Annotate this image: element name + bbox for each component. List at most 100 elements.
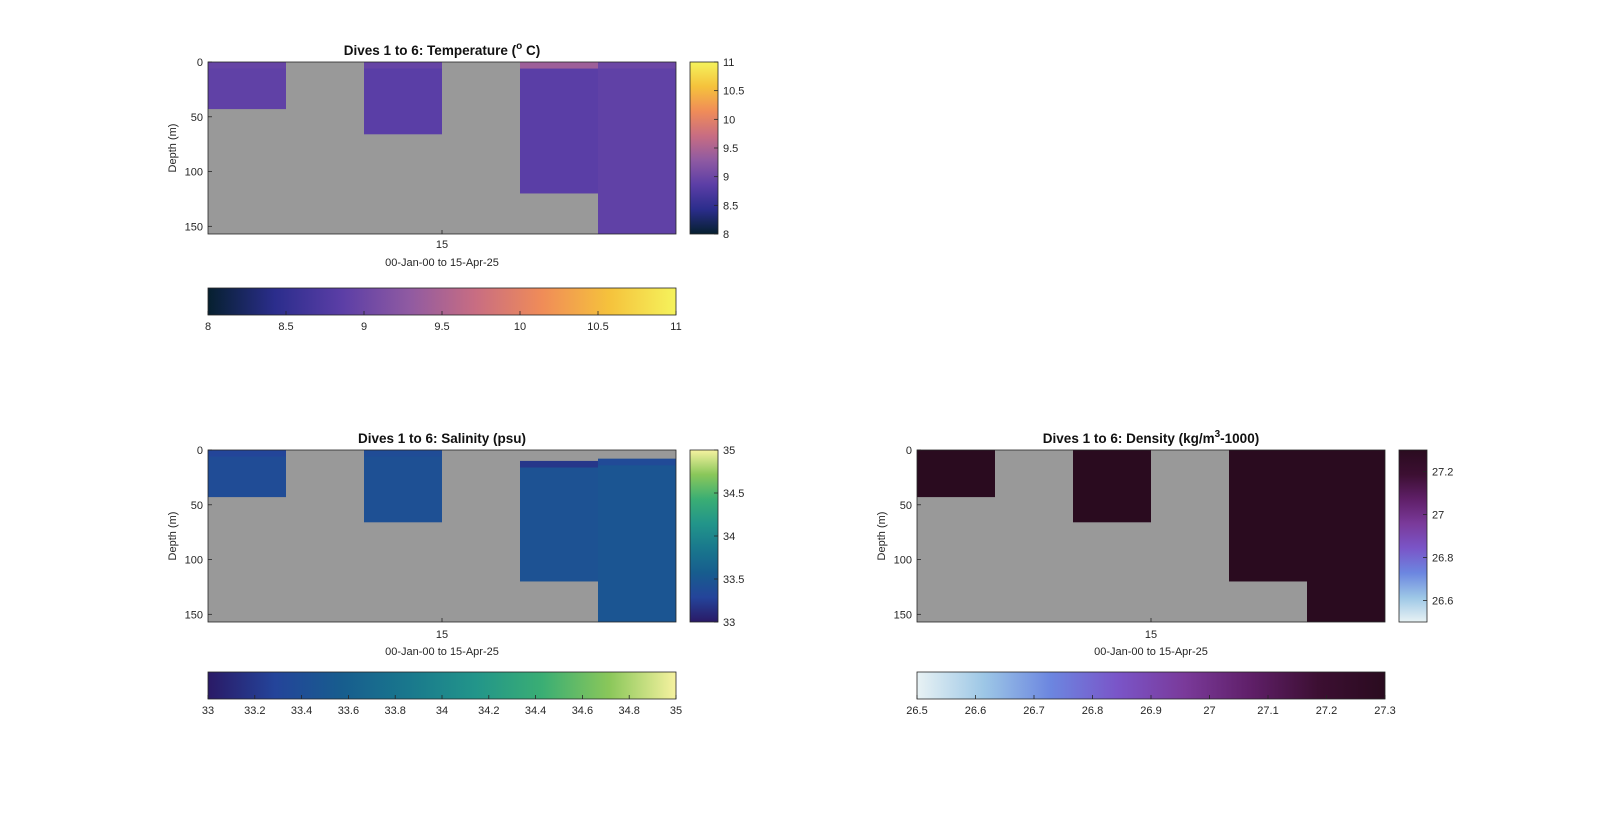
y-tick-label: 50 bbox=[191, 500, 203, 512]
dive-5-cell bbox=[1229, 450, 1307, 582]
chart-title-tail: C) bbox=[522, 43, 540, 58]
side-colorbar-tick-label: 27 bbox=[1432, 510, 1444, 522]
bottom-colorbar-tick-label: 33.8 bbox=[384, 705, 405, 717]
bottom-colorbar-tick-label: 8 bbox=[205, 321, 211, 333]
side-colorbar bbox=[689, 449, 719, 623]
dive-3-cell bbox=[364, 450, 442, 523]
chart-title: Dives 1 to 6: Density (kg/m3-1000) bbox=[1043, 429, 1259, 446]
x-axis-label: 00-Jan-00 to 15-Apr-25 bbox=[1094, 646, 1208, 658]
bottom-colorbar-tick-label: 10.5 bbox=[587, 321, 608, 333]
y-tick-label: 0 bbox=[906, 445, 912, 457]
bottom-colorbar bbox=[916, 671, 1386, 700]
dive-5-cell bbox=[520, 460, 598, 582]
dive-1-surface-cell bbox=[208, 450, 286, 457]
bottom-colorbar-tick-label: 26.6 bbox=[965, 705, 986, 717]
chart-title-tail: -1000) bbox=[1220, 431, 1259, 446]
bottom-colorbar bbox=[207, 287, 677, 316]
bottom-colorbar-tick-label: 34.4 bbox=[525, 705, 546, 717]
bottom-colorbar-tick-label: 27.2 bbox=[1316, 705, 1337, 717]
bottom-colorbar-tick-label: 9 bbox=[361, 321, 367, 333]
x-axis-label: 00-Jan-00 to 15-Apr-25 bbox=[385, 646, 499, 658]
chart-title-main: Dives 1 to 6: Temperature ( bbox=[344, 43, 517, 58]
bottom-colorbar-tick-label: 33.4 bbox=[291, 705, 312, 717]
dive-1-cell bbox=[208, 62, 286, 110]
dive-1-cell bbox=[208, 450, 286, 498]
chart-title-superscript: 3 bbox=[1215, 429, 1221, 440]
bottom-colorbar-tick-label: 33.6 bbox=[338, 705, 359, 717]
dive-6-surface-cell bbox=[598, 458, 676, 466]
side-colorbar-tick-label: 26.6 bbox=[1432, 596, 1453, 608]
side-colorbar-tick-label: 9.5 bbox=[723, 143, 738, 155]
y-tick-label: 100 bbox=[894, 555, 912, 567]
y-tick-label: 0 bbox=[197, 57, 203, 69]
bottom-colorbar-tick-label: 27 bbox=[1203, 705, 1215, 717]
dive-3-cell bbox=[1073, 450, 1151, 523]
side-colorbar-tick-label: 27.2 bbox=[1432, 467, 1453, 479]
chart-3: 0 50 100 150 15 00-Jan-00 to 15-Apr-25 Depth (… bbox=[876, 429, 1453, 717]
side-colorbar-tick-label: 34 bbox=[723, 531, 735, 543]
bottom-colorbar-tick-label: 26.9 bbox=[1140, 705, 1161, 717]
bottom-colorbar-tick-label: 33.2 bbox=[244, 705, 265, 717]
y-tick-label: 150 bbox=[185, 609, 203, 621]
dive-6-cell bbox=[598, 458, 676, 622]
y-axis-label: Depth (m) bbox=[167, 124, 179, 173]
bottom-colorbar-tick-label: 27.3 bbox=[1374, 705, 1395, 717]
dive-6-cell bbox=[598, 62, 676, 234]
bottom-colorbar-tick-label: 9.5 bbox=[434, 321, 449, 333]
bottom-colorbar-tick-label: 26.5 bbox=[906, 705, 927, 717]
bottom-colorbar-tick-label: 34 bbox=[436, 705, 448, 717]
dive-3-cell bbox=[364, 62, 442, 135]
dive-3-surface-cell bbox=[364, 62, 442, 69]
bottom-colorbar-tick-label: 35 bbox=[670, 705, 682, 717]
chart-title-main: Dives 1 to 6: Salinity (psu) bbox=[358, 431, 526, 446]
side-colorbar-tick-label: 9 bbox=[723, 172, 729, 184]
dive-3-surface-cell bbox=[364, 450, 442, 457]
bottom-colorbar-tick-label: 10 bbox=[514, 321, 526, 333]
x-axis-label: 00-Jan-00 to 15-Apr-25 bbox=[385, 257, 499, 269]
bottom-colorbar-tick-label: 33 bbox=[202, 705, 214, 717]
side-colorbar-tick-label: 34.5 bbox=[723, 488, 744, 500]
dive-6-surface-cell bbox=[598, 62, 676, 69]
y-tick-label: 100 bbox=[185, 167, 203, 179]
y-tick-label: 50 bbox=[900, 500, 912, 512]
x-tick-label: 15 bbox=[436, 629, 448, 641]
side-colorbar-tick-label: 26.8 bbox=[1432, 553, 1453, 565]
chart-title-superscript: o bbox=[516, 41, 522, 52]
side-colorbar-tick-label: 33 bbox=[723, 617, 735, 629]
dive-5-surface-cell bbox=[520, 460, 598, 468]
dive-6-cell bbox=[1307, 450, 1385, 622]
x-tick-label: 15 bbox=[1145, 629, 1157, 641]
bottom-colorbar-tick-label: 8.5 bbox=[278, 321, 293, 333]
bottom-colorbar-tick-label: 34.8 bbox=[618, 705, 639, 717]
side-colorbar-tick-label: 8.5 bbox=[723, 200, 738, 212]
bottom-colorbar bbox=[207, 671, 677, 700]
y-tick-label: 0 bbox=[197, 445, 203, 457]
side-colorbar-tick-label: 35 bbox=[723, 445, 735, 457]
dive-5-surface-cell bbox=[520, 62, 598, 69]
bottom-colorbar-tick-label: 11 bbox=[670, 321, 681, 333]
side-colorbar-tick-label: 11 bbox=[723, 57, 734, 69]
bottom-colorbar-tick-label: 34.2 bbox=[478, 705, 499, 717]
y-tick-label: 150 bbox=[894, 609, 912, 621]
dive-5-cell bbox=[520, 62, 598, 194]
side-colorbar-tick-label: 8 bbox=[723, 229, 729, 241]
x-tick-label: 15 bbox=[436, 239, 448, 251]
side-colorbar-tick-label: 33.5 bbox=[723, 574, 744, 586]
bottom-colorbar-tick-label: 34.6 bbox=[572, 705, 593, 717]
dive-1-cell bbox=[917, 450, 995, 498]
side-colorbar-tick-label: 10.5 bbox=[723, 86, 744, 98]
chart-title: Dives 1 to 6: Temperature (o C) bbox=[344, 41, 540, 58]
y-tick-label: 50 bbox=[191, 112, 203, 124]
bottom-colorbar-tick-label: 26.7 bbox=[1023, 705, 1044, 717]
side-colorbar bbox=[1398, 449, 1428, 623]
y-axis-label: Depth (m) bbox=[167, 512, 179, 561]
chart-title: Dives 1 to 6: Salinity (psu) bbox=[358, 431, 526, 446]
chart-2: 0 50 100 150 15 00-Jan-00 to 15-Apr-25 Depth (… bbox=[167, 431, 744, 717]
side-colorbar-tick-label: 10 bbox=[723, 114, 735, 126]
dive-1-surface-cell bbox=[208, 62, 286, 69]
bottom-colorbar-tick-label: 27.1 bbox=[1257, 705, 1278, 717]
bottom-colorbar-tick-label: 26.8 bbox=[1082, 705, 1103, 717]
side-colorbar bbox=[689, 61, 719, 235]
y-axis-label: Depth (m) bbox=[876, 512, 888, 561]
